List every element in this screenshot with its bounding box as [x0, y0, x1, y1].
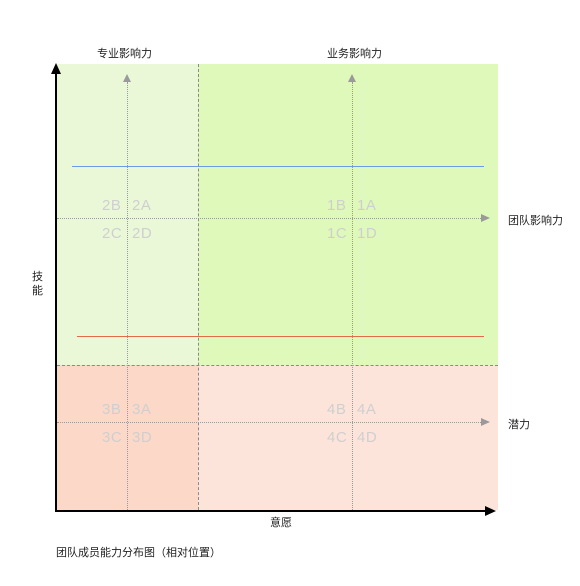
quadrant-bottom-right	[198, 365, 498, 510]
x-axis-arrow-icon	[485, 506, 496, 516]
cell-3B: 3B	[102, 401, 122, 418]
guide-horizontal-bottom	[57, 422, 481, 423]
arrow-up-left-icon	[123, 74, 131, 82]
quadrant-top-right	[198, 64, 498, 365]
label-professional-influence: 专业影响力	[97, 47, 152, 60]
cell-4B: 4B	[327, 401, 347, 418]
diagram-caption: 团队成员能力分布图（相对位置）	[56, 546, 221, 559]
cell-4D: 4D	[357, 429, 378, 446]
x-axis	[55, 510, 486, 512]
cell-3A: 3A	[132, 401, 152, 418]
cell-3C: 3C	[102, 429, 123, 446]
y-axis-label-char-2: 能	[32, 284, 43, 297]
cell-2B: 2B	[102, 197, 122, 214]
cell-1A: 1A	[357, 197, 377, 214]
vertical-divider	[198, 64, 199, 510]
y-axis-arrow-icon	[51, 63, 61, 74]
cell-2C: 2C	[102, 225, 123, 242]
red-threshold-line	[77, 336, 484, 337]
horizontal-divider	[57, 365, 498, 366]
cell-4A: 4A	[357, 401, 377, 418]
cell-3D: 3D	[132, 429, 153, 446]
guide-horizontal-top	[57, 218, 481, 219]
cell-2D: 2D	[132, 225, 153, 242]
label-team-influence: 团队影响力	[508, 214, 563, 227]
cell-1B: 1B	[327, 197, 347, 214]
blue-threshold-line	[72, 166, 484, 167]
y-axis	[55, 72, 57, 512]
cell-2A: 2A	[132, 197, 152, 214]
label-business-influence: 业务影响力	[327, 47, 382, 60]
arrow-up-right-icon	[348, 74, 356, 82]
arrow-right-top-icon	[481, 214, 490, 222]
guide-vertical-right	[352, 82, 353, 510]
x-axis-label: 意愿	[270, 516, 292, 529]
y-axis-label-char-1: 技	[32, 270, 43, 283]
guide-vertical-left	[127, 82, 128, 510]
cell-1C: 1C	[327, 225, 348, 242]
cell-4C: 4C	[327, 429, 348, 446]
cell-1D: 1D	[357, 225, 378, 242]
label-potential: 潜力	[508, 418, 530, 431]
arrow-right-bottom-icon	[481, 418, 490, 426]
